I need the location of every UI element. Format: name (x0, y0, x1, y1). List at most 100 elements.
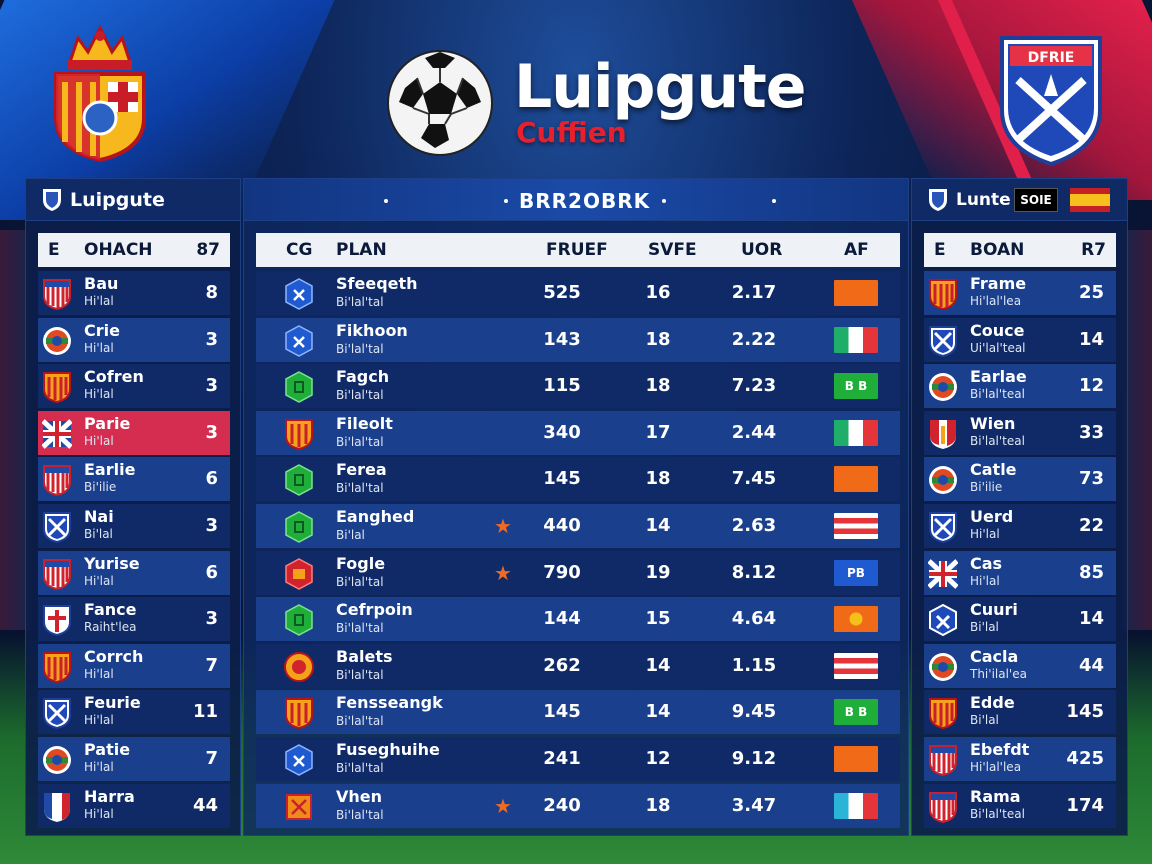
team-value: 14 (1078, 328, 1104, 350)
team-name: Harra (84, 786, 135, 806)
team-name: Earlae (970, 367, 1027, 387)
stats-row[interactable]: Sfeeqeth Bi'lal'tal 525 16 2.17 (256, 271, 900, 315)
team-name: Cofren (84, 367, 144, 387)
standings-row[interactable]: Crie Hi'lal 3 (38, 317, 230, 362)
team-value: 425 (1066, 748, 1104, 769)
stats-row[interactable]: Fikhoon Bi'lal'tal 143 18 2.22 (256, 317, 900, 362)
column-header[interactable]: PLAN (336, 240, 387, 260)
standings-row[interactable]: Uerd Hi'lal 22 (924, 504, 1116, 548)
left-panel-header: Luipgute (26, 179, 240, 221)
team-crest-icon (43, 605, 71, 637)
standings-row[interactable]: Fance Raiht'lea 3 (38, 597, 230, 642)
standings-row[interactable]: Bau Hi'lal 8 (38, 271, 230, 315)
team-crest-icon (43, 698, 71, 730)
player-name: Fileolt (336, 413, 393, 433)
team-crest-icon (43, 558, 71, 590)
standings-row[interactable]: Patie Hi'lal 7 (38, 737, 230, 781)
standings-row[interactable]: Corrch Hi'lal 7 (38, 643, 230, 688)
club-badge-icon (284, 651, 314, 682)
team-value: 145 (1066, 701, 1104, 723)
team-name: Patie (84, 740, 131, 759)
standings-row[interactable]: Rama Bi'lal'teal 174 (924, 783, 1116, 828)
shield-icon (43, 188, 61, 211)
stat-uor: 7.23 (731, 375, 777, 397)
header-dot (384, 199, 388, 203)
standings-row[interactable]: Couce Ui'lal'teal 14 (924, 317, 1116, 362)
standings-row[interactable]: Yurise Hi'lal 6 (38, 550, 230, 595)
column-header[interactable]: OHACH (84, 240, 153, 260)
team-subtitle: Hi'lal (84, 340, 114, 355)
stats-row[interactable]: Fensseangk Bi'lal'tal 145 14 9.45 B B (256, 690, 900, 735)
standings-row[interactable]: Cacla Thi'ilal'ea 44 (924, 643, 1116, 688)
column-header[interactable]: E (934, 240, 946, 260)
stats-row[interactable]: Vhen Bi'lal'tal ★ 240 18 3.47 (256, 783, 900, 828)
team-value: 174 (1066, 794, 1104, 816)
stat-fruef: 144 (543, 608, 581, 630)
club-badge-icon (285, 698, 313, 730)
stats-row[interactable]: Fuseghuihe Bi'lal'tal 241 12 9.12 (256, 737, 900, 781)
player-name: Sfeeqeth (336, 274, 418, 293)
column-header[interactable]: FRUEF (546, 240, 608, 260)
stats-row[interactable]: Eanghed Bi'lal ★ 440 14 2.63 (256, 504, 900, 548)
team-value: 3 (205, 421, 218, 443)
nation-flag-icon: PB (834, 559, 878, 586)
player-subtitle: Bi'lal'tal (336, 295, 384, 309)
star-icon: ★ (494, 514, 512, 538)
club-badge-icon (285, 464, 313, 497)
stat-fruef: 241 (543, 748, 581, 769)
team-subtitle: Bi'ilie (970, 480, 1003, 495)
column-header[interactable]: AF (844, 240, 869, 260)
team-name: Cuuri (970, 600, 1018, 620)
stats-row[interactable]: Fogle Bi'lal'tal ★ 790 19 8.12 PB (256, 550, 900, 595)
stats-row[interactable]: Fileolt Bi'lal'tal 340 17 2.44 (256, 410, 900, 455)
stats-row[interactable]: Cefrpoin Bi'lal'tal 144 15 4.64 (256, 597, 900, 642)
blue-shield-crest-icon: DFRIE (1000, 36, 1102, 166)
stats-row[interactable]: Fagch Bi'lal'tal 115 18 7.23 B B (256, 364, 900, 409)
standings-row[interactable]: Nai Bi'lal 3 (38, 504, 230, 548)
center-column-header: CG PLAN FRUEF SVFE UOR AF (256, 233, 900, 267)
stat-fruef: 440 (543, 515, 581, 536)
standings-row[interactable]: Cas Hi'lal 85 (924, 550, 1116, 595)
stat-svfe: 18 (645, 794, 671, 816)
team-name: Ebefdt (970, 740, 1030, 759)
column-header[interactable]: E (48, 240, 60, 260)
standings-row[interactable]: Cuuri Bi'lal 14 (924, 597, 1116, 642)
team-value: 73 (1078, 468, 1104, 490)
team-crest-icon (43, 465, 71, 497)
team-name: Rama (970, 786, 1021, 806)
standings-row[interactable]: Earlie Bi'ilie 6 (38, 457, 230, 502)
column-header[interactable]: 87 (196, 240, 220, 260)
standings-row[interactable]: Edde Bi'lal 145 (924, 690, 1116, 735)
standings-row[interactable]: Frame Hi'lal'lea 25 (924, 271, 1116, 315)
stats-row[interactable]: Ferea Bi'lal'tal 145 18 7.45 (256, 457, 900, 502)
standings-row[interactable]: Wien Bi'lal'teal 33 (924, 410, 1116, 455)
center-panel-header: BRR2OBRK (244, 179, 908, 221)
team-value: 44 (1078, 654, 1104, 676)
column-header[interactable]: R7 (1081, 240, 1106, 260)
team-subtitle: Ui'lal'teal (970, 340, 1026, 355)
column-header[interactable]: CG (286, 240, 313, 260)
standings-row[interactable]: Ebefdt Hi'lal'lea 425 (924, 737, 1116, 781)
club-badge-icon (285, 418, 313, 450)
standings-row[interactable]: Earlae Bi'lal'teal 12 (924, 364, 1116, 409)
stat-uor: 7.45 (731, 468, 777, 490)
standings-row[interactable]: Harra Hi'lal 44 (38, 783, 230, 828)
player-subtitle: Bi'lal'tal (336, 388, 384, 403)
stats-row[interactable]: Balets Bi'lal'tal 262 14 1.15 (256, 643, 900, 688)
stat-svfe: 16 (645, 282, 671, 303)
team-subtitle: Hi'lal (84, 713, 114, 728)
stat-uor: 2.17 (731, 282, 777, 303)
stat-svfe: 19 (645, 561, 671, 583)
standings-row[interactable]: Catle Bi'ilie 73 (924, 457, 1116, 502)
player-name: Fagch (336, 367, 390, 387)
standings-row[interactable]: Feurie Hi'lal 11 (38, 690, 230, 735)
column-header[interactable]: BOAN (970, 240, 1025, 260)
nation-flag-icon (834, 419, 878, 446)
column-header[interactable]: SVFE (648, 240, 697, 260)
standings-row[interactable]: Parie Hi'lal 3 (38, 410, 230, 455)
standings-row[interactable]: Cofren Hi'lal 3 (38, 364, 230, 409)
club-badge-icon (285, 604, 313, 637)
team-name: Frame (970, 274, 1027, 293)
column-header[interactable]: UOR (741, 240, 783, 260)
right-panel-header: Lunte SOIE (912, 179, 1127, 221)
